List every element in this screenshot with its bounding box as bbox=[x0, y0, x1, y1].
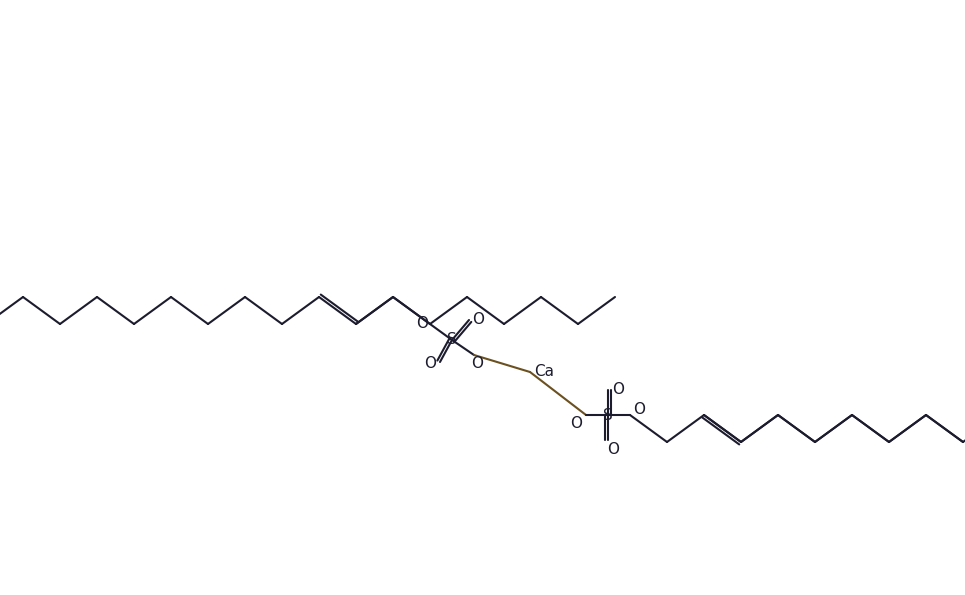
Text: Ca: Ca bbox=[534, 365, 554, 380]
Text: O: O bbox=[607, 441, 619, 456]
Text: S: S bbox=[603, 408, 613, 422]
Text: O: O bbox=[570, 415, 582, 431]
Text: O: O bbox=[633, 402, 645, 418]
Text: O: O bbox=[612, 383, 624, 397]
Text: O: O bbox=[471, 356, 483, 371]
Text: S: S bbox=[447, 333, 456, 347]
Text: O: O bbox=[424, 356, 436, 371]
Text: O: O bbox=[416, 317, 428, 331]
Text: O: O bbox=[472, 312, 484, 327]
